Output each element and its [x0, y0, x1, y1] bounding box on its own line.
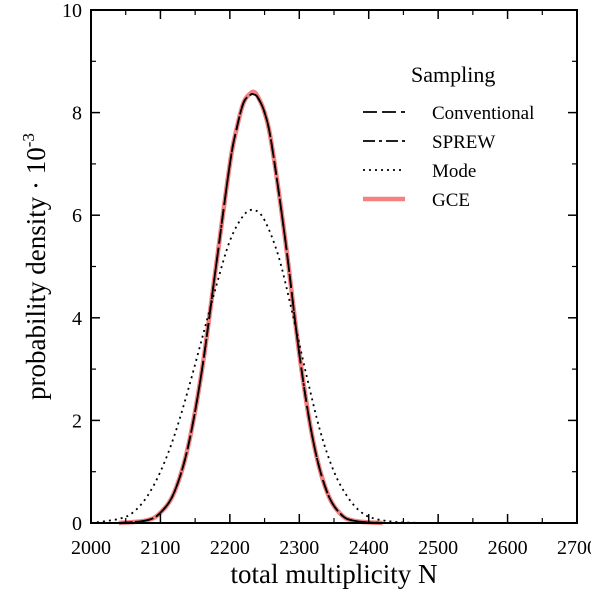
- x-tick-label: 2600: [488, 537, 528, 559]
- legend-label-conventional: Conventional: [432, 103, 534, 124]
- y-tick-label: 4: [72, 308, 82, 330]
- y-axis-title-exponent: -3: [19, 133, 38, 147]
- series-line-conventional: [118, 93, 383, 524]
- legend-label-mode: Mode: [432, 161, 476, 182]
- x-tick-label: 2100: [140, 537, 180, 559]
- plot-frame: [90, 9, 578, 524]
- y-tick-label: 0: [72, 513, 82, 535]
- legend-label-sprew: SPREW: [432, 132, 495, 153]
- x-tick-label: 2300: [279, 537, 319, 559]
- y-axis-title-main: probability density · 10: [21, 147, 51, 400]
- x-tick-label: 2200: [210, 537, 250, 559]
- x-tick-label: 2500: [418, 537, 458, 559]
- legend-label-gce: GCE: [432, 190, 470, 211]
- y-tick-label: 8: [72, 103, 82, 125]
- x-axis-title: total multiplicity N: [231, 559, 438, 589]
- y-tick-label: 6: [72, 205, 82, 227]
- x-tick-label: 2400: [349, 537, 389, 559]
- series-line-sprew: [118, 93, 383, 524]
- y-tick-label: 2: [72, 410, 82, 432]
- series-line-gce: [118, 89, 383, 526]
- y-axis-title: probability density · 10-3: [19, 133, 51, 400]
- x-tick-label: 2000: [71, 537, 111, 559]
- series-line-mode: [90, 208, 425, 524]
- ticks-layer: [90, 9, 578, 524]
- series-layer: [90, 89, 577, 526]
- legend: Sampling Conventional SPREW Mode GCE: [363, 62, 534, 211]
- legend-title: Sampling: [411, 62, 495, 87]
- y-tick-label: 10: [62, 0, 82, 22]
